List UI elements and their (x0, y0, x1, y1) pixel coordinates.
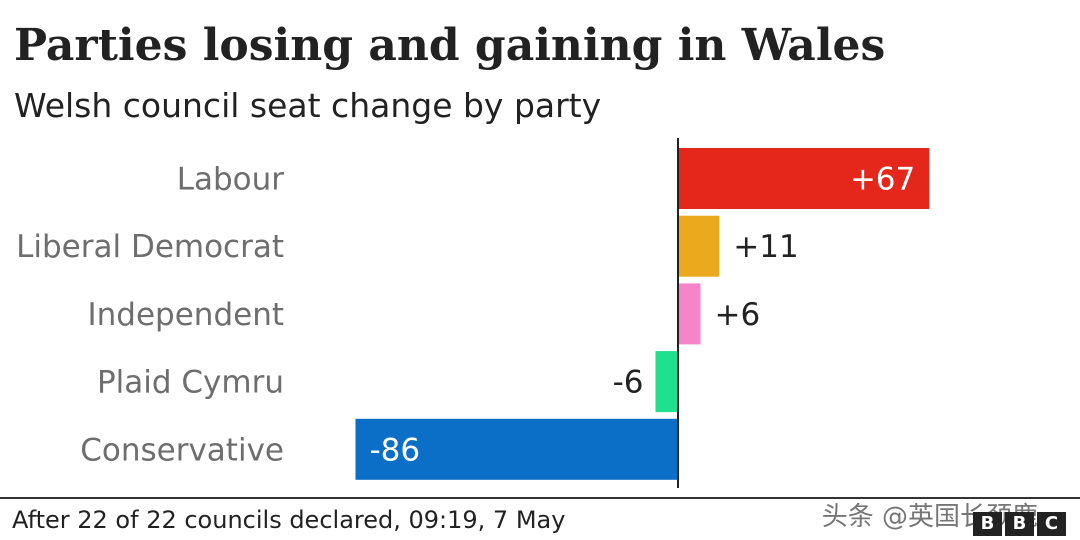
category-label: Liberal Democrat (16, 229, 284, 265)
footer-divider (0, 497, 1080, 499)
bar-plaid-cymru (655, 351, 678, 413)
chart-title: Parties losing and gaining in Wales (14, 20, 886, 71)
bar-liberal-democrat (678, 215, 720, 277)
value-label: +11 (733, 229, 798, 265)
bbc-logo: B B C (973, 512, 1066, 536)
bar-independent (678, 283, 701, 345)
footnote: After 22 of 22 councils declared, 09:19,… (12, 506, 566, 534)
bar-chart: Labour +67 Liberal Democrat +11 Independent +… (16, 138, 930, 488)
value-label: -6 (613, 365, 644, 401)
category-label: Plaid Cymru (97, 365, 284, 401)
category-label: Conservative (80, 432, 284, 468)
value-label: -86 (370, 432, 421, 468)
bbc-logo-letter: C (1037, 512, 1066, 536)
bar-labour (678, 148, 930, 209)
category-label: Independent (88, 297, 285, 333)
bbc-logo-letter: B (1005, 512, 1034, 536)
bbc-logo-letter: B (973, 512, 1002, 536)
value-label: +67 (850, 162, 915, 198)
category-label: Labour (177, 162, 285, 198)
chart-subtitle: Welsh council seat change by party (14, 86, 602, 125)
bar-conservative (355, 418, 678, 480)
value-label: +6 (715, 297, 761, 333)
